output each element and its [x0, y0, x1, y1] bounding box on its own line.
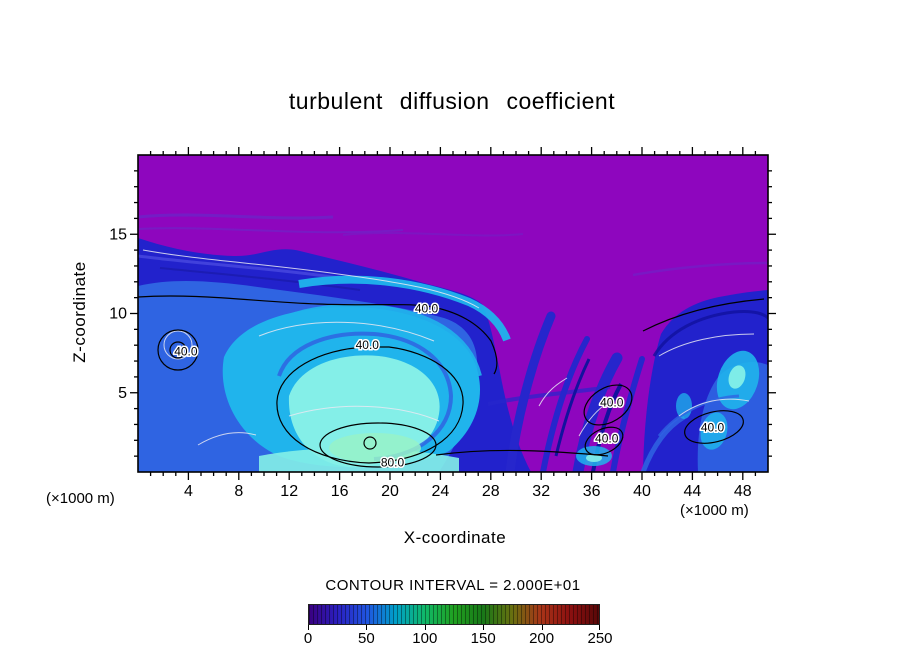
colorbar-tick-label: 200	[529, 630, 555, 647]
colorbar-tick-mark	[541, 625, 543, 630]
contour-label: 80.0	[381, 455, 405, 469]
colorbar-tick-label: 0	[303, 630, 313, 647]
x-tick-label: 8	[234, 483, 243, 498]
field-streak	[652, 310, 768, 357]
colorbar-tick-mark	[599, 625, 600, 630]
contour-field	[138, 155, 768, 472]
field-cyan-pocket	[586, 454, 602, 462]
field-filament	[505, 311, 556, 472]
colorbar-tick-mark	[424, 625, 426, 630]
contour-line-40	[584, 426, 624, 456]
field-streak	[138, 254, 341, 280]
x-tick-label: 24	[432, 483, 450, 498]
colorbar-stripes	[309, 605, 599, 624]
x-axis-label: X-coordinate	[403, 528, 507, 547]
z-tick-label: 10	[109, 306, 127, 323]
contour-line-40	[138, 295, 498, 375]
contour-line-white	[163, 330, 193, 360]
x-unit-label-right: (×1000 m)	[680, 502, 749, 519]
x-tick-label: 40	[633, 483, 651, 498]
contour-line-white	[678, 398, 750, 417]
contour-line-white	[538, 377, 568, 407]
field-streak	[159, 267, 361, 291]
contour-line-white	[197, 432, 257, 446]
contour-line-40	[684, 410, 744, 444]
colorbar-gradient	[308, 604, 600, 625]
x-tick-label: 32	[532, 483, 550, 498]
field-filament	[610, 356, 645, 472]
contour-label: 40.0	[595, 432, 619, 446]
contour-line-40	[583, 384, 633, 426]
colorbar-tick-label: 150	[470, 630, 496, 647]
contour-line-white	[142, 249, 480, 309]
contour-line-white	[288, 405, 440, 422]
contour-label: 40.0	[174, 345, 198, 359]
contour-label: 40.0	[600, 395, 624, 409]
x-tick-label: 44	[684, 483, 702, 498]
contour-label: 40.0	[356, 338, 380, 352]
colorbar-tick-label: 50	[358, 630, 375, 647]
contour-line-60	[169, 341, 187, 359]
contour-line-40	[276, 346, 464, 464]
x-tick-label: 48	[734, 483, 752, 498]
field-green-patch	[329, 433, 421, 463]
z-tick-label: 15	[109, 226, 127, 243]
contour-line-100	[363, 436, 377, 450]
contour-label: 40.0	[415, 302, 439, 316]
field-wisp	[632, 261, 768, 277]
contour-line-white	[578, 401, 610, 437]
chart-title: turbulent diffusion coefficient	[288, 88, 616, 114]
colorbar-tick-label: 250	[587, 630, 613, 647]
field-streak	[640, 414, 686, 472]
contour-label: 40.0	[701, 421, 725, 435]
contour-line-white	[258, 321, 435, 342]
field-filament	[540, 336, 590, 472]
field-streak	[657, 394, 740, 437]
x-tick-label: 28	[482, 483, 500, 498]
x-tick-label: 12	[280, 483, 298, 498]
field-wisp	[138, 227, 404, 234]
colorbar-tick-mark	[483, 625, 485, 630]
x-tick-label: 36	[583, 483, 601, 498]
field-wisp	[342, 232, 524, 237]
field-filament	[487, 385, 611, 406]
colorbar-tick-mark	[308, 625, 309, 630]
contour-interval-note: CONTOUR INTERVAL = 2.000E+01	[325, 577, 581, 594]
contour-line-80	[319, 422, 437, 468]
colorbar-tick-label: 100	[412, 630, 438, 647]
x-tick-label: 20	[381, 483, 399, 498]
x-tick-label: 4	[184, 483, 193, 498]
colorbar-tick-mark	[366, 625, 368, 630]
x-tick-label: 16	[331, 483, 349, 498]
contour-line-white	[658, 333, 755, 357]
field-filament-dark	[554, 358, 591, 457]
colorbar: 0 50 100 150 200 250	[304, 604, 613, 648]
x-unit-label-left: (×1000 m)	[46, 490, 115, 507]
field-wisp	[138, 213, 334, 220]
y-axis-label: Z-coordinate	[70, 261, 89, 363]
field-core-light	[728, 365, 746, 389]
field-swirl-arc	[277, 331, 454, 461]
z-tick-label: 5	[118, 385, 127, 402]
contour-line-20	[642, 298, 765, 332]
contour-line-80	[435, 449, 609, 457]
contour-line-40	[157, 329, 199, 371]
